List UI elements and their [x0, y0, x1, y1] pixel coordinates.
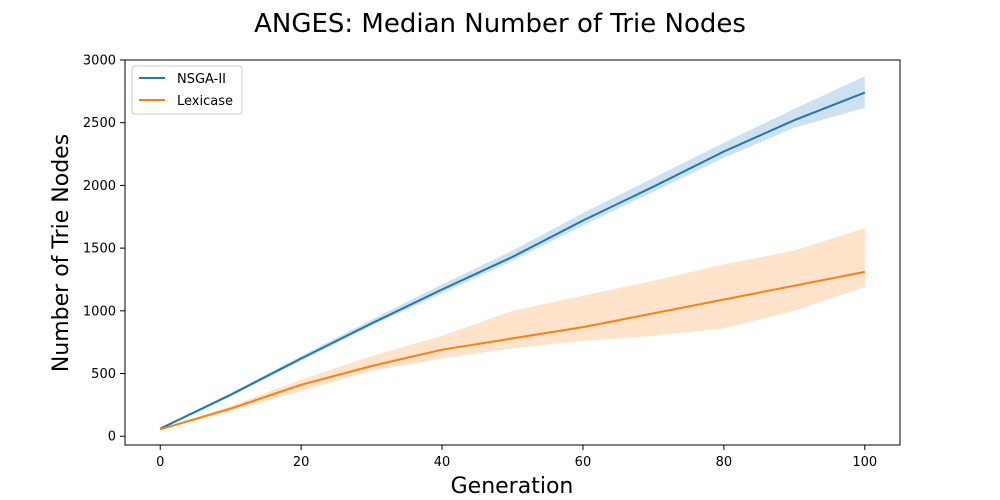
legend-label-nsga-ii: NSGA-II: [177, 72, 226, 87]
x-axis-label: Generation: [451, 474, 574, 499]
legend: NSGA-II Lexicase: [131, 65, 243, 115]
y-tick-label: 0: [108, 430, 116, 445]
line-nsga-ii: [159, 91, 866, 430]
x-tick-label: 20: [293, 455, 310, 470]
y-tick-label: 2500: [83, 116, 116, 131]
series-lines: [159, 91, 866, 431]
x-tick-label: 100: [852, 455, 877, 470]
y-tick-label: 1500: [83, 242, 116, 257]
x-tick-label: 0: [156, 455, 164, 470]
line-lexicase: [159, 270, 865, 431]
plot-area-frame: [124, 59, 901, 446]
y-tick-label: 3000: [83, 54, 116, 69]
y-axis-ticks: 0 500 1000 1500 2000 2500 3000: [83, 54, 125, 445]
y-tick-label: 500: [91, 367, 116, 382]
y-tick-label: 1000: [83, 304, 116, 319]
y-tick-label: 2000: [83, 179, 116, 194]
chart-title: ANGES: Median Number of Trie Nodes: [254, 9, 746, 39]
x-tick-label: 60: [575, 455, 592, 470]
x-tick-label: 80: [716, 455, 733, 470]
y-axis-label: Number of Trie Nodes: [49, 134, 74, 372]
legend-label-lexicase: Lexicase: [177, 94, 233, 109]
band-lexicase: [160, 228, 865, 430]
x-axis-ticks: 0 20 40 60 80 100: [156, 445, 877, 470]
x-tick-label: 40: [434, 455, 451, 470]
